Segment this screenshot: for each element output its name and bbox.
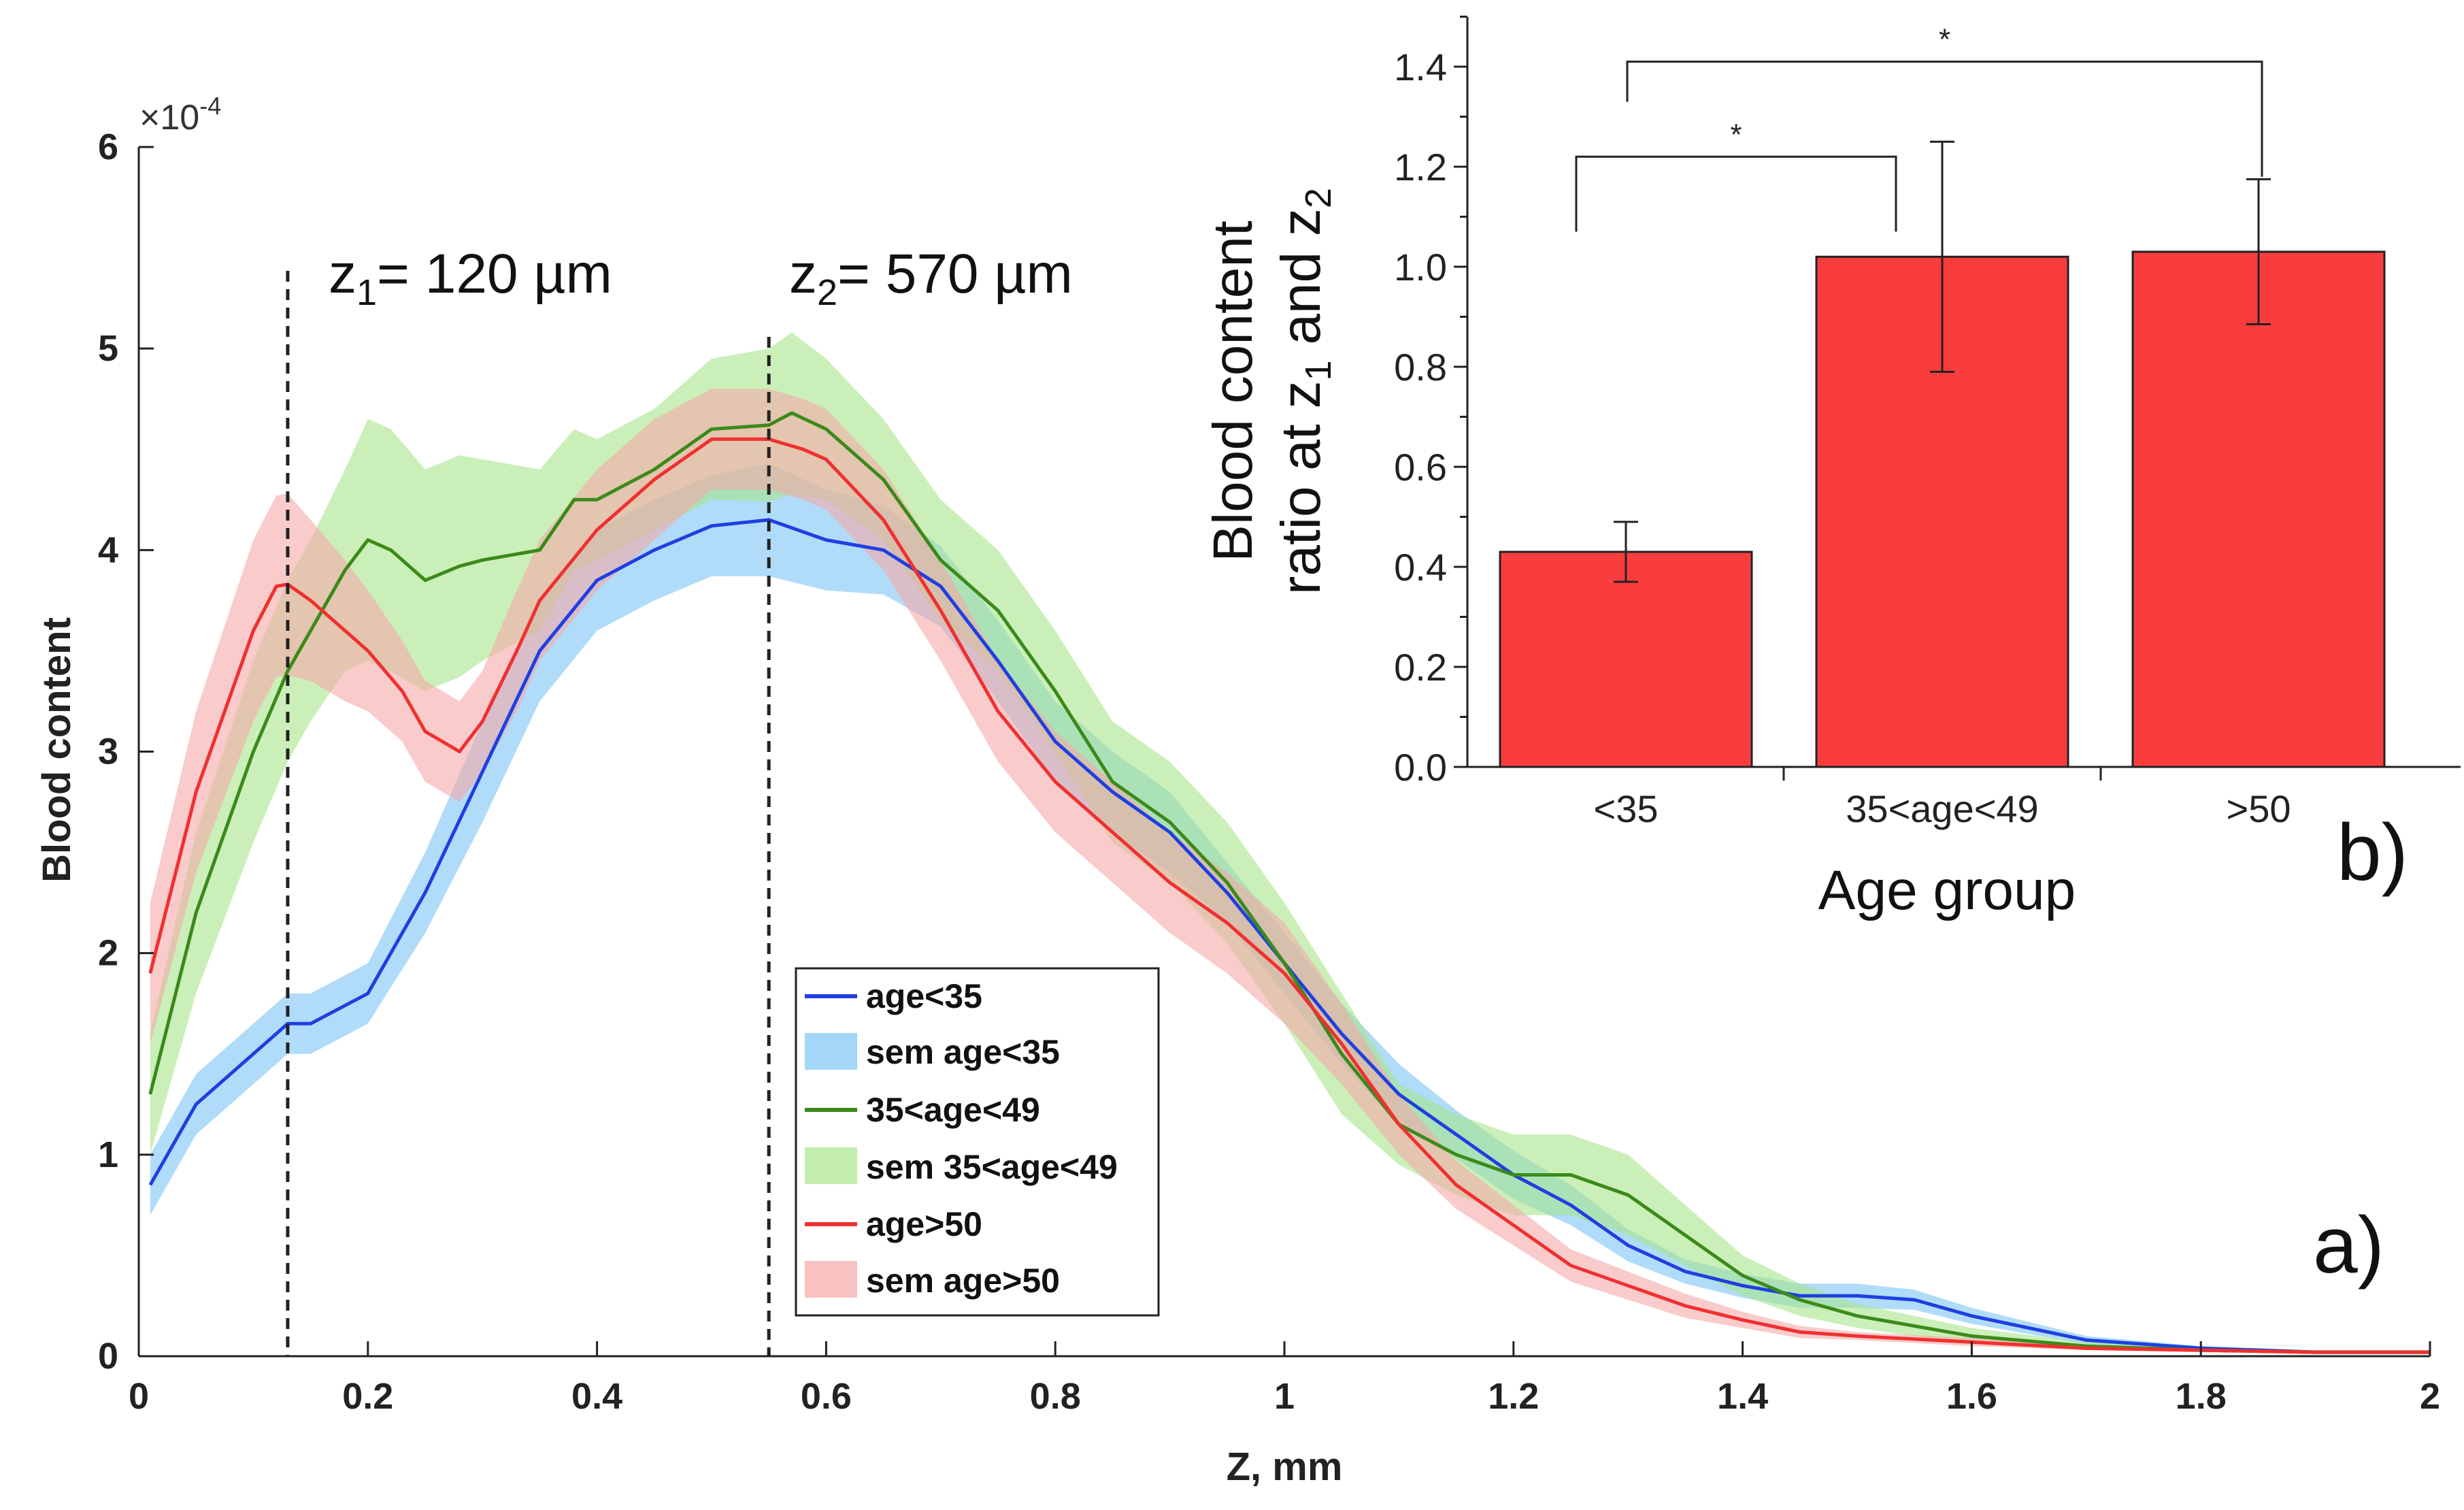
b-x-ticks: <35 35<age<49 >50	[1594, 767, 2291, 830]
b-y-axis-title: Blood content ratio at z1 and z2	[1202, 188, 1339, 595]
significance-brackets: **	[1575, 23, 2263, 232]
b-y-tick-label: 1.2	[1394, 146, 1447, 188]
a-x-ticks: 0 0.2 0.4 0.6 0.8 1 1.2 1.4 1.6 1.8 2	[129, 1341, 2440, 1417]
sem-bands	[150, 332, 2430, 1354]
legend-swatch-sem-35-49	[805, 1147, 857, 1184]
series-line-35-age-49	[148, 411, 2430, 1354]
series-lines	[148, 411, 2430, 1354]
legend-label-35-49: 35<age<49	[866, 1091, 1040, 1129]
b-y-tick-label: 0.8	[1394, 346, 1447, 389]
legend: age<35 sem age<35 35<age<49 sem 35<age<4…	[795, 967, 1160, 1317]
a-y-tick-label: 1	[98, 1134, 118, 1175]
sem-band-35-age-49	[150, 332, 2430, 1354]
a-x-tick-label: 1.4	[1717, 1376, 1768, 1417]
a-x-tick-label: 2	[2420, 1376, 2440, 1417]
depth-markers	[286, 271, 771, 1356]
series-line-age-35	[148, 518, 2430, 1354]
series-line-age-50	[148, 437, 2430, 1354]
b-x-tick-label: >50	[2227, 787, 2291, 830]
a-x-tick-label: 1.2	[1488, 1376, 1539, 1417]
b-y-axis-title-line1: Blood content	[1202, 220, 1264, 562]
significance-star-1: *	[1730, 118, 1742, 151]
b-y-tick-label: 0.2	[1394, 646, 1447, 689]
a-x-tick-label: 0.2	[342, 1376, 393, 1417]
y-exponent-label: ×10-4	[139, 92, 221, 137]
b-y-tick-label: 1.4	[1394, 46, 1447, 88]
legend-label-sem-age-gt-50: sem age>50	[866, 1262, 1060, 1300]
a-x-tick-label: 1.8	[2176, 1376, 2227, 1417]
b-y-tick-label: 0.6	[1394, 446, 1447, 489]
a-y-tick-label: 5	[98, 328, 118, 369]
legend-label-age-lt-35: age<35	[866, 977, 982, 1015]
b-y-tick-label: 0.0	[1394, 746, 1447, 789]
significance-bracket-2	[1626, 61, 2263, 177]
y-exponent-power: -4	[199, 92, 221, 120]
a-x-tick-label: 0.4	[571, 1376, 622, 1417]
b-x-tick-label: 35<age<49	[1846, 787, 2038, 830]
b-x-axis-title: Age group	[1818, 859, 2076, 921]
legend-label-sem-age-lt-35: sem age<35	[866, 1033, 1060, 1071]
legend-box	[795, 967, 1160, 1317]
significance-bracket-1	[1575, 155, 1897, 232]
a-y-tick-label: 2	[98, 933, 118, 974]
a-y-tick-label: 4	[98, 529, 118, 570]
panel-b-bar-chart: ** 0.00.20.40.60.81.01.21.4 <35 35<age<49…	[1202, 16, 2461, 921]
panel-b-label: b)	[2337, 808, 2408, 898]
a-x-tick-label: 1.6	[1946, 1376, 1997, 1417]
legend-swatch-sem-age-lt-35	[805, 1033, 857, 1070]
bar-35	[1499, 551, 1753, 768]
a-y-axis-title: Blood content	[35, 617, 79, 883]
legend-label-sem-35-49: sem 35<age<49	[866, 1148, 1118, 1186]
a-y-tick-label: 6	[98, 127, 118, 167]
b-y-tick-label: 1.0	[1394, 246, 1447, 289]
a-x-tick-label: 0.6	[801, 1376, 852, 1417]
bar-50	[2131, 250, 2386, 768]
a-x-axis-title: Z, mm	[1227, 1445, 1343, 1489]
a-y-tick-label: 3	[98, 732, 118, 772]
a-y-ticks: 0 1 2 3 4 5 6	[98, 127, 154, 1377]
a-x-tick-label: 0.8	[1030, 1376, 1081, 1417]
b-x-tick-label: <35	[1594, 787, 1659, 830]
z1-marker-label: z1= 120 µm	[329, 243, 612, 313]
significance-star-2: *	[1939, 23, 1950, 56]
legend-label-age-gt-50: age>50	[866, 1205, 982, 1243]
a-x-tick-label: 1	[1274, 1376, 1295, 1417]
legend-swatch-sem-age-gt-50	[805, 1261, 857, 1298]
a-y-tick-label: 0	[98, 1336, 118, 1377]
error-bars	[1614, 140, 2271, 583]
a-x-tick-label: 0	[129, 1376, 149, 1417]
panel-a-line-chart: 0 0.2 0.4 0.6 0.8 1 1.2 1.4 1.6 1.8 2 0 1 2 3 4 5 6 ×10-…	[35, 92, 2440, 1489]
b-y-axis-title-line2: ratio at z1 and z2	[1270, 188, 1339, 595]
panel-a-label: a)	[2313, 1200, 2384, 1290]
b-y-tick-label: 0.4	[1394, 546, 1447, 589]
b-y-ticks: 0.0 0.2 0.4 0.6 0.8 1.0 1.2 1.4	[1394, 16, 1467, 789]
z2-marker-label: z2= 570 µm	[789, 243, 1073, 313]
